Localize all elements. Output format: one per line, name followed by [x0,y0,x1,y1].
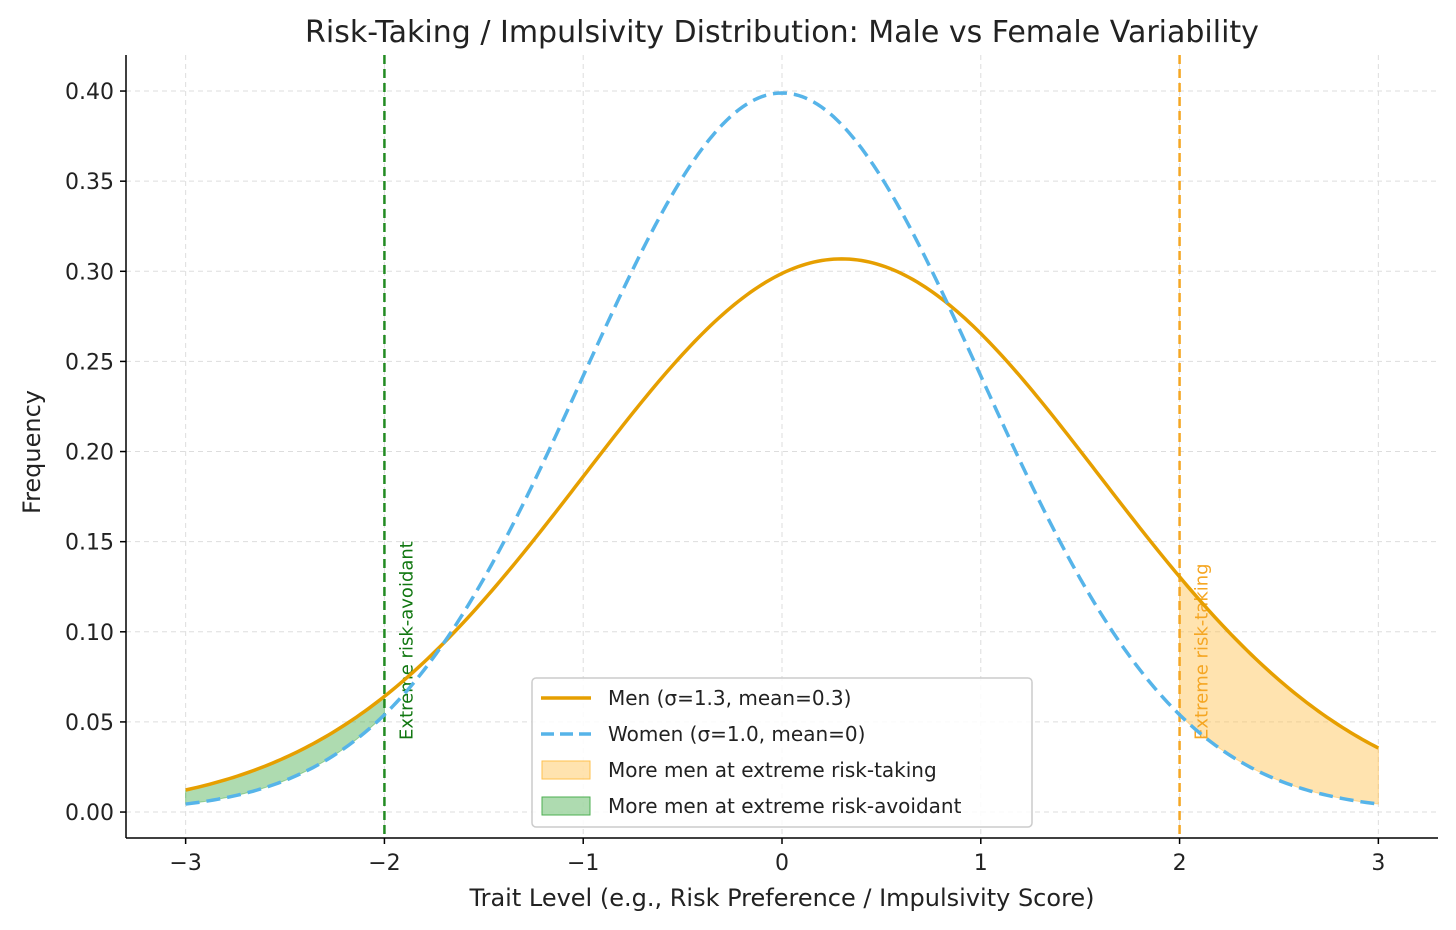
y-tick-label: 0.05 [65,711,114,736]
x-tick-label: 0 [775,851,789,876]
x-tick-label: −1 [567,851,599,876]
y-tick-label: 0.10 [65,621,114,646]
x-tick-label: 2 [1173,851,1187,876]
y-tick-label: 0.20 [65,441,114,466]
y-tick-label: 0.00 [65,801,114,826]
x-tick-label: 1 [974,851,988,876]
legend-women-label: Women (σ=1.0, mean=0) [608,722,865,746]
y-tick-label: 0.30 [65,260,114,285]
legend-risk-avoidant-swatch [541,796,591,816]
x-axis-label: Trait Level (e.g., Risk Preference / Imp… [468,884,1094,912]
vertical-line-label: Extreme risk-taking [1192,563,1213,740]
fill-area [185,695,385,805]
x-tick-label: −2 [368,851,400,876]
series-line [185,257,1380,792]
x-tick-label: −3 [169,851,201,876]
axes: −3 −2 −1 0 1 2 3 0.00 0.05 0.10 0.15 0.20 0.25 0.30 0.… [65,55,1438,876]
legend-men-label: Men (σ=1.3, mean=0.3) [608,686,851,710]
vertical-line-label: Extreme risk-avoidant [396,541,417,740]
legend-risk-taking-label: More men at extreme risk-taking [608,758,937,782]
y-tick-label: 0.25 [65,350,114,375]
x-tick-label: 3 [1371,851,1385,876]
legend-risk-avoidant-label: More men at extreme risk-avoidant [608,794,962,818]
y-tick-label: 0.40 [65,80,114,105]
y-axis-label: Frequency [18,390,46,514]
chart-title: Risk-Taking / Impulsivity Distribution: … [305,15,1259,50]
series-lines [185,91,1380,806]
y-tick-label: 0.35 [65,170,114,195]
series-line [185,91,1379,806]
legend: Men (σ=1.3, mean=0.3) Women (σ=1.0, mean… [531,677,1033,828]
legend-risk-taking-swatch [541,760,591,780]
y-tick-label: 0.15 [65,531,114,556]
